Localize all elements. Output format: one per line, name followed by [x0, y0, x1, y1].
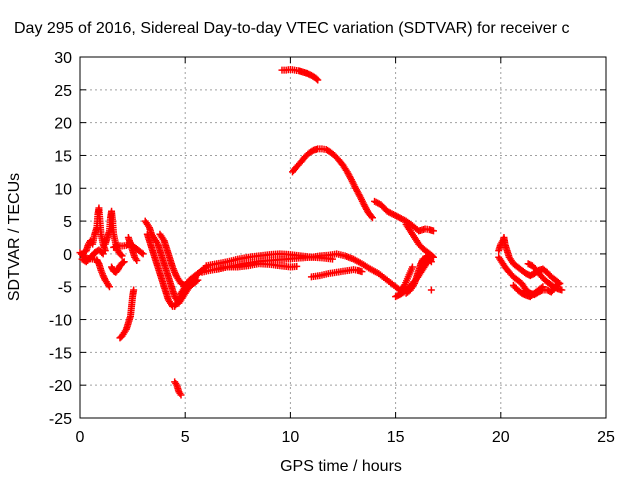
y-tick-label: 20 [54, 116, 72, 133]
data-point [293, 262, 301, 270]
plot-frame [79, 56, 607, 419]
data-point [133, 256, 141, 264]
data-point [426, 256, 434, 264]
x-tick-label: 20 [492, 429, 510, 446]
data-point [367, 212, 375, 220]
data-point [368, 214, 376, 222]
data-point [313, 75, 321, 83]
y-tick-label: -5 [58, 280, 72, 297]
x-axis-ticks: 0 5 10 15 20 25 [76, 57, 615, 446]
data-point [117, 251, 125, 259]
data-point [358, 268, 366, 276]
data-point [429, 227, 437, 235]
y-tick-label: 0 [63, 247, 72, 264]
y-tick-label: 5 [63, 214, 72, 231]
data-point [118, 252, 126, 260]
data-point [328, 255, 336, 263]
data-point [558, 286, 566, 294]
y-tick-label: -10 [49, 313, 72, 330]
data-point [537, 284, 545, 292]
y-tick-label: 25 [54, 83, 72, 100]
chart-title: Day 295 of 2016, Sidereal Day-to-day VTE… [14, 20, 569, 37]
data-point [314, 76, 322, 84]
y-tick-label: 15 [54, 148, 72, 165]
x-tick-label: 5 [181, 429, 190, 446]
data-point [539, 283, 547, 291]
data-point [105, 283, 113, 291]
data-point [428, 252, 436, 260]
data-point [408, 263, 416, 271]
x-tick-label: 10 [282, 429, 300, 446]
data-point [139, 250, 147, 258]
data-points [76, 65, 566, 399]
x-tick-label: 0 [76, 429, 85, 446]
y-tick-label: -25 [49, 411, 72, 428]
x-tick-label: 25 [597, 429, 615, 446]
data-point [138, 249, 146, 257]
data-point [130, 286, 138, 294]
data-point [177, 391, 185, 399]
data-point [120, 258, 128, 266]
y-tick-label: 30 [54, 50, 72, 67]
y-axis-label: SDTVAR / TECUs [6, 173, 23, 301]
y-tick-label: -15 [49, 345, 72, 362]
data-point [99, 250, 107, 258]
data-point [98, 249, 106, 257]
y-axis-ticks: -25 -20 -15 -10 -5 0 5 10 15 20 25 30 [49, 50, 606, 428]
y-tick-label: -20 [49, 378, 72, 395]
data-point [429, 253, 437, 261]
x-axis-label: GPS time / hours [280, 458, 402, 475]
data-point [427, 286, 435, 294]
x-tick-label: 15 [387, 429, 405, 446]
y-tick-label: 10 [54, 181, 72, 198]
data-point [423, 258, 431, 266]
